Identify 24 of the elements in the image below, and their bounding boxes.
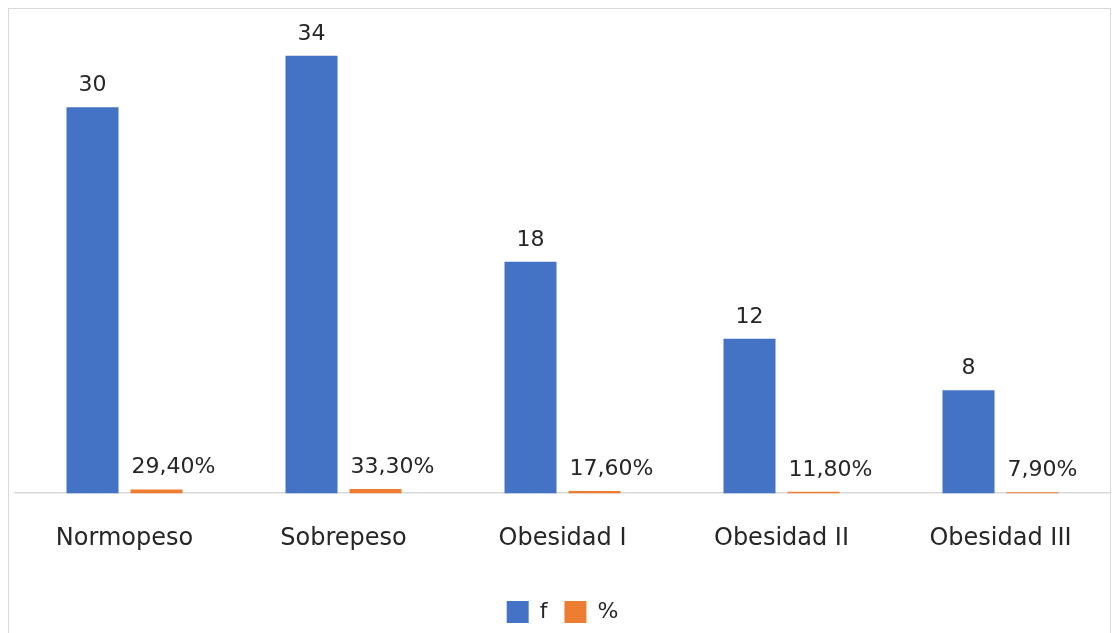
legend-label: f	[539, 597, 549, 623]
bar	[285, 55, 338, 494]
data-label: 7,90%	[1007, 456, 1078, 482]
x-tick-label: Obesidad I	[498, 522, 627, 551]
data-label: 30	[78, 71, 107, 97]
data-label: 8	[961, 354, 976, 380]
bar	[349, 488, 402, 494]
x-tick-label: Obesidad III	[929, 522, 1072, 551]
data-label: 29,40%	[131, 453, 216, 479]
data-label: 18	[516, 225, 545, 251]
data-label: 12	[735, 302, 764, 328]
bar	[942, 390, 995, 494]
data-label: 34	[297, 19, 326, 45]
bar	[723, 338, 776, 494]
bar	[66, 107, 119, 494]
data-label: 11,80%	[788, 455, 873, 481]
bar	[504, 261, 557, 494]
legend-label: %	[597, 597, 619, 623]
x-tick-label: Normopeso	[55, 522, 194, 551]
data-label: 33,30%	[350, 452, 435, 478]
bar	[130, 489, 183, 494]
x-tick-label: Sobrepeso	[280, 522, 407, 551]
x-tick-label: Obesidad II	[713, 522, 850, 551]
data-label: 17,60%	[569, 454, 654, 480]
